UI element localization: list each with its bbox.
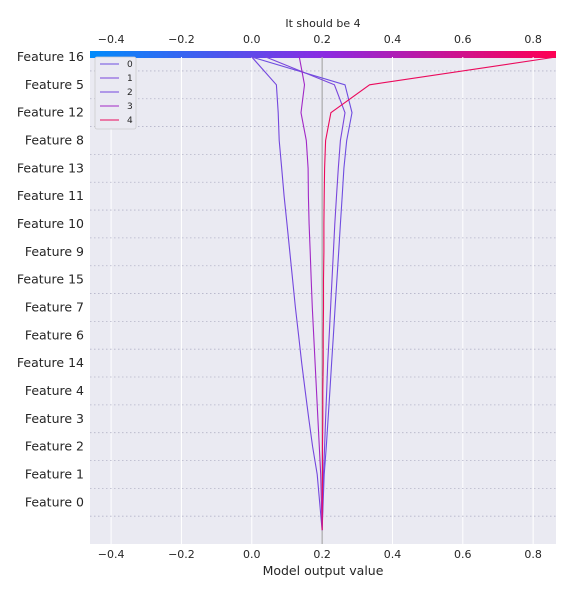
- colorbar: [90, 51, 556, 58]
- x-tick-label-bottom: 0.6: [454, 548, 472, 561]
- feature-label: Feature 10: [17, 216, 84, 231]
- feature-label: Feature 15: [17, 272, 84, 287]
- legend-label: 4: [127, 116, 133, 126]
- feature-label: Feature 13: [17, 160, 84, 175]
- feature-label: Feature 12: [17, 105, 84, 120]
- x-tick-label-top: 0.8: [524, 33, 542, 46]
- x-tick-label-top: −0.4: [98, 33, 125, 46]
- feature-label: Feature 2: [25, 439, 84, 454]
- feature-label: Feature 3: [25, 411, 84, 426]
- feature-label: Feature 1: [25, 466, 84, 481]
- x-tick-label-bottom: 0.0: [243, 548, 261, 561]
- feature-label: Feature 5: [25, 77, 84, 92]
- x-tick-label-top: 0.0: [243, 33, 261, 46]
- feature-label: Feature 8: [25, 132, 84, 147]
- feature-label: Feature 6: [25, 327, 84, 342]
- chart-title: It should be 4: [285, 17, 360, 30]
- legend-label: 3: [127, 102, 133, 112]
- x-tick-label-bottom: 0.4: [384, 548, 402, 561]
- series-line-1: [265, 56, 346, 531]
- series-line-4: [321, 56, 557, 531]
- legend-label: 1: [127, 74, 133, 84]
- legend-label: 0: [127, 60, 133, 70]
- series-line-2: [251, 56, 323, 531]
- legend: 0 1 2 3 4: [94, 56, 137, 130]
- feature-label: Feature 16: [17, 49, 84, 64]
- x-tick-label-bottom: 0.2: [313, 548, 331, 561]
- x-axis-title: Model output value: [263, 563, 384, 578]
- feature-label: Feature 0: [25, 494, 84, 509]
- feature-label: Feature 9: [25, 244, 84, 259]
- x-tick-label-bottom: −0.2: [168, 548, 195, 561]
- feature-label: Feature 14: [17, 355, 84, 370]
- series-line-3: [298, 56, 323, 531]
- x-tick-label-top: 0.6: [454, 33, 472, 46]
- x-tick-label-bottom: 0.8: [524, 548, 542, 561]
- feature-label: Feature 7: [25, 299, 84, 314]
- feature-label: Feature 11: [17, 188, 84, 203]
- x-tick-label-bottom: −0.4: [98, 548, 125, 561]
- x-tick-label-top: −0.2: [168, 33, 195, 46]
- x-tick-label-top: 0.4: [384, 33, 402, 46]
- x-tick-label-top: 0.2: [313, 33, 331, 46]
- legend-label: 2: [127, 88, 133, 98]
- series-line-0: [251, 56, 353, 531]
- legend-box: [94, 56, 137, 130]
- feature-label: Feature 4: [25, 383, 84, 398]
